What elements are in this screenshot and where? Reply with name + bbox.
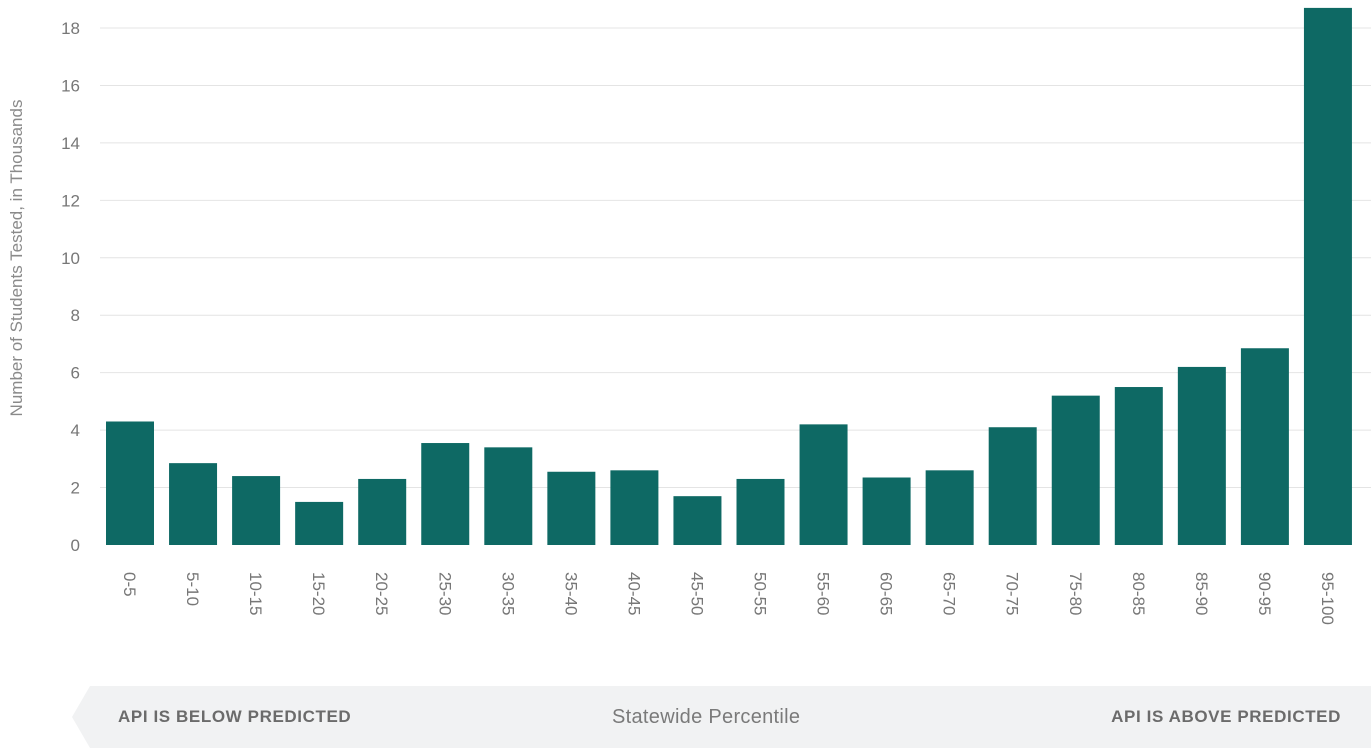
y-tick-label: 14: [61, 134, 80, 153]
bar-0-5: [106, 421, 154, 545]
bar-90-95: [1240, 348, 1289, 545]
bar-50-55: [736, 478, 785, 545]
gridlines: [100, 27, 1371, 489]
x-tick-label: 55-60: [814, 572, 833, 615]
y-tick-label: 4: [71, 421, 80, 440]
x-tick-label: 65-70: [940, 572, 959, 615]
x-tick-label: 0-5: [120, 572, 139, 597]
y-tick-label: 12: [61, 191, 80, 210]
y-tick-label: 6: [71, 364, 80, 383]
bar-45-50: [673, 496, 722, 545]
footer-direction-band: API IS BELOW PREDICTED Statewide Percent…: [72, 686, 1371, 748]
bar-35-40: [547, 471, 596, 545]
bar-80-85: [1114, 387, 1163, 545]
y-tick-label: 10: [61, 249, 80, 268]
y-tick-label: 16: [61, 76, 80, 95]
y-axis-ticks: 0 2 4 6 8 10 12 14 16 18: [61, 19, 80, 555]
bar-70-75: [988, 427, 1037, 545]
x-tick-label: 45-50: [687, 572, 706, 615]
x-tick-label: 25-30: [435, 572, 454, 615]
bar-55-60: [799, 424, 848, 545]
x-tick-label: 70-75: [1003, 572, 1022, 615]
bar-5-10: [169, 463, 218, 545]
bars: [106, 7, 1352, 545]
bar-60-65: [862, 477, 911, 545]
x-axis-label: Statewide Percentile: [612, 706, 801, 728]
bar-10-15: [232, 476, 281, 545]
above-predicted-label: API IS ABOVE PREDICTED: [1111, 707, 1341, 726]
bar-20-25: [358, 478, 407, 545]
x-tick-label: 95-100: [1318, 572, 1337, 625]
x-tick-label: 90-95: [1255, 572, 1274, 615]
bar-chart: 0 2 4 6 8 10 12 14 16 18 0-5 5-10 10-15 15-20 20-25 25…: [7, 7, 1371, 625]
x-tick-label: 80-85: [1129, 572, 1148, 615]
bar-75-80: [1051, 395, 1100, 545]
bar-15-20: [295, 501, 344, 545]
footer-band-shape: [72, 686, 1371, 748]
x-tick-label: 75-80: [1066, 572, 1085, 615]
x-axis-ticks: 0-5 5-10 10-15 15-20 20-25 25-30 30-35 35-40 40-…: [120, 572, 1337, 625]
bar-25-30: [421, 443, 470, 545]
x-tick-label: 35-40: [561, 572, 580, 615]
bar-40-45: [610, 470, 659, 545]
y-tick-label: 2: [71, 479, 80, 498]
bar-85-90: [1177, 366, 1226, 545]
y-tick-label: 8: [71, 306, 80, 325]
bar-30-35: [484, 447, 533, 545]
bar-65-70: [925, 470, 974, 545]
x-tick-label: 10-15: [246, 572, 265, 615]
bar-95-100: [1303, 7, 1352, 545]
x-tick-label: 60-65: [877, 572, 896, 615]
x-tick-label: 15-20: [309, 572, 328, 615]
x-tick-label: 50-55: [751, 572, 770, 615]
below-predicted-label: API IS BELOW PREDICTED: [118, 707, 352, 726]
x-tick-label: 20-25: [372, 572, 391, 615]
x-tick-label: 85-90: [1192, 572, 1211, 615]
y-axis-label: Number of Students Tested, in Thousands: [7, 100, 26, 417]
y-tick-label: 18: [61, 19, 80, 38]
x-tick-label: 30-35: [498, 572, 517, 615]
x-tick-label: 5-10: [183, 572, 202, 606]
y-tick-label: 0: [71, 536, 80, 555]
x-tick-label: 40-45: [624, 572, 643, 615]
